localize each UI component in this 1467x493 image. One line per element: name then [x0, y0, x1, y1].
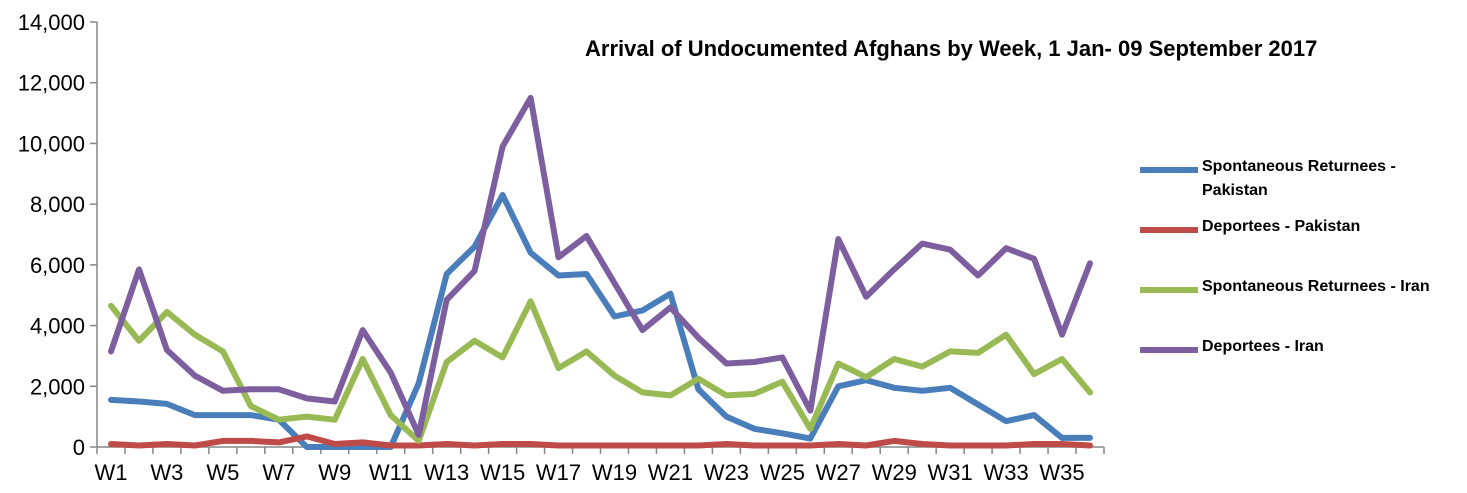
y-tick-label: 14,000 [18, 10, 85, 35]
x-tick-label: W21 [648, 460, 693, 485]
x-tick-label: W27 [816, 460, 861, 485]
legend-item-spontaneous-returnees-iran: Spontaneous Returnees - Iran [1140, 275, 1467, 299]
series-line-deportees-pakistan [108, 433, 1093, 449]
legend-item-deportees-pakistan: Deportees - Pakistan [1140, 215, 1467, 239]
x-tick-label: W11 [369, 460, 413, 485]
x-tick-label: W7 [262, 460, 295, 485]
x-axis: W1 W3 W5 W7 W9 W11 W13 W15 W17 W19 W21 W23 W25 W27 W29… [94, 446, 1105, 485]
legend-label: Deportees - Iran [1202, 338, 1324, 355]
legend-label: Deportees - Pakistan [1202, 218, 1361, 235]
x-tick-label: W23 [704, 460, 749, 485]
x-tick-label: W33 [983, 460, 1028, 485]
x-tick-label: W9 [318, 460, 351, 485]
legend-swatch [1140, 167, 1198, 173]
legend-swatch [1140, 347, 1198, 353]
legend-item-spontaneous-returnees-pakistan: Spontaneous Returnees - Pakistan [1140, 155, 1467, 203]
y-tick-label: 6,000 [30, 253, 85, 278]
series-line-deportees-iran [108, 94, 1093, 438]
x-tick-label: W19 [592, 460, 637, 485]
legend-item-deportees-iran: Deportees - Iran [1140, 335, 1467, 359]
x-tick-label: W13 [424, 460, 469, 485]
y-tick-label: 10,000 [18, 131, 85, 156]
y-tick-label: 4,000 [30, 314, 85, 339]
y-tick-label: 8,000 [30, 192, 85, 217]
legend-label: Spontaneous Returnees - Pakistan [1202, 158, 1396, 199]
y-tick-label: 12,000 [18, 71, 85, 96]
x-tick-label: W1 [94, 460, 127, 485]
x-tick-label: W3 [150, 460, 183, 485]
x-tick-label: W5 [206, 460, 239, 485]
x-tick-label: W15 [480, 460, 525, 485]
series-line-spontaneous-returnees-iran [108, 298, 1093, 444]
legend-label: Spontaneous Returnees - Iran [1202, 278, 1430, 295]
x-tick-label: W35 [1039, 460, 1084, 485]
x-tick-label: W17 [536, 460, 581, 485]
x-tick-label: W25 [760, 460, 805, 485]
y-axis: 0 2,000 4,000 6,000 8,000 10,000 12,000 14,000 [18, 10, 98, 460]
series-lines [108, 94, 1093, 450]
x-tick-label: W31 [928, 460, 973, 485]
legend-swatch [1140, 227, 1198, 233]
x-tick-label: W29 [872, 460, 917, 485]
legend-swatch [1140, 287, 1198, 293]
chart-title: Arrival of Undocumented Afghans by Week,… [585, 36, 1318, 61]
y-tick-label: 2,000 [30, 374, 85, 399]
y-tick-label: 0 [73, 435, 85, 460]
